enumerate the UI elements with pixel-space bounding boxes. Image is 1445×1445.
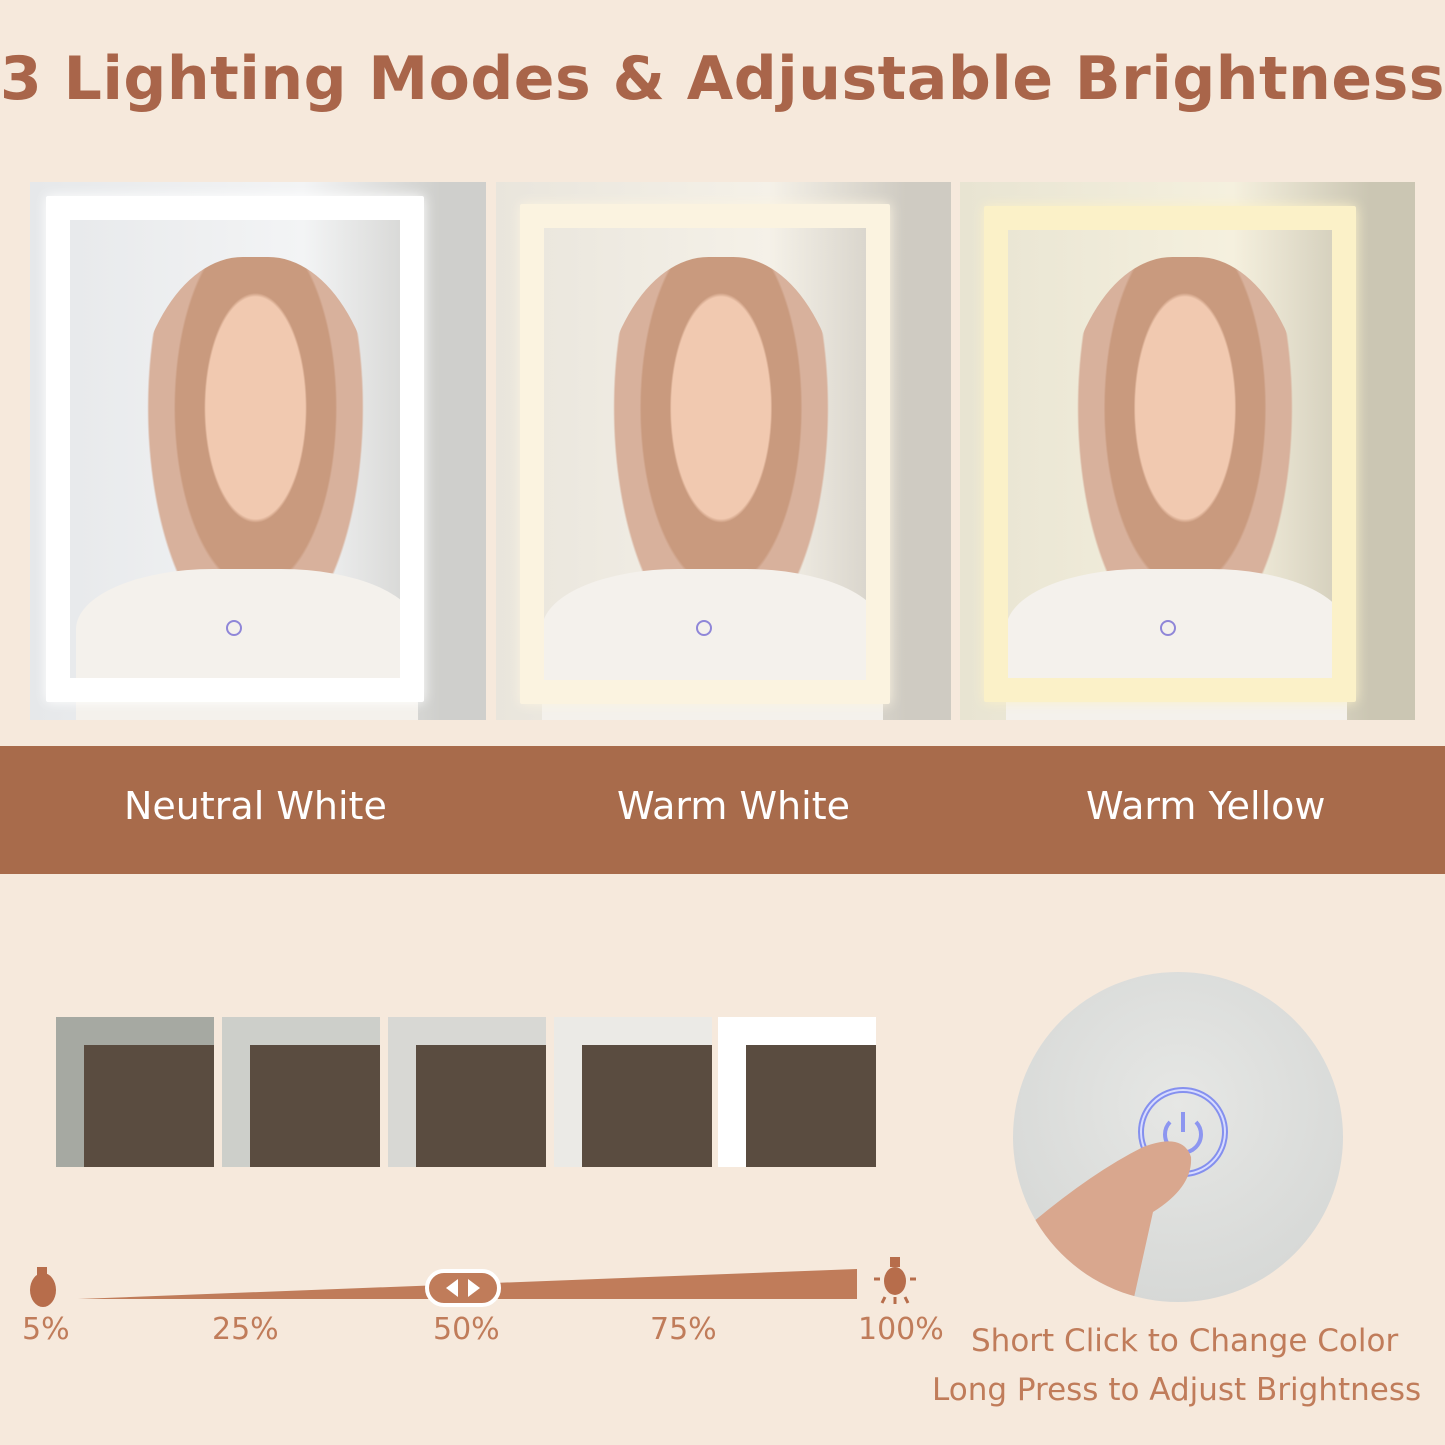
brightness-sample-25 — [222, 1017, 380, 1167]
mirror-photo-warm-white — [496, 182, 951, 720]
mode-label: Warm White — [617, 784, 850, 828]
level-label: 50% — [433, 1312, 500, 1347]
touch-button-icon — [1160, 620, 1176, 636]
slider-handle[interactable] — [425, 1269, 501, 1307]
level-label: 100% — [858, 1312, 944, 1347]
brightness-sample-100 — [718, 1017, 876, 1167]
mode-label: Warm Yellow — [1086, 784, 1326, 828]
mirror-photo-warm-yellow — [960, 182, 1415, 720]
modes-banner: Neutral White Warm White Warm Yellow — [0, 746, 1445, 874]
brightness-sample-50 — [388, 1017, 546, 1167]
bright-bulb-icon — [874, 1257, 916, 1304]
page-title: 3 Lighting Modes & Adjustable Brightness — [0, 44, 1445, 114]
long-press-caption: Long Press to Adjust Brightness — [932, 1372, 1422, 1408]
mirror-photo-neutral-white — [30, 182, 486, 720]
touch-button-icon — [226, 620, 242, 636]
dim-bulb-icon — [30, 1267, 56, 1307]
touch-button-icon — [696, 620, 712, 636]
brightness-sample-75 — [554, 1017, 712, 1167]
mode-label: Neutral White — [124, 784, 387, 828]
level-label: 25% — [212, 1312, 279, 1347]
finger — [1033, 1141, 1192, 1302]
level-label: 75% — [650, 1312, 717, 1347]
brightness-slider[interactable] — [0, 1255, 960, 1315]
brightness-sample-5 — [56, 1017, 214, 1167]
short-click-caption: Short Click to Change Color — [971, 1323, 1399, 1359]
level-label: 5% — [22, 1312, 70, 1347]
touch-sensor-closeup — [1013, 972, 1343, 1302]
